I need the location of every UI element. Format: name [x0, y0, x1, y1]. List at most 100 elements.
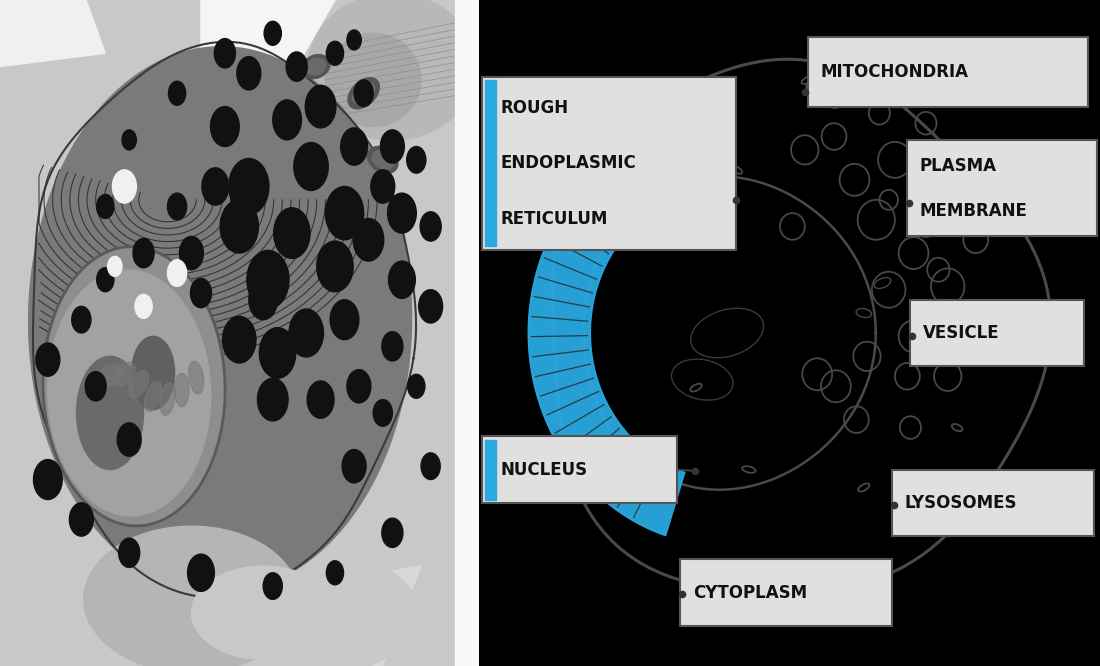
Circle shape	[346, 370, 371, 403]
Ellipse shape	[84, 526, 299, 666]
Text: PLASMA: PLASMA	[920, 157, 997, 174]
FancyBboxPatch shape	[911, 300, 1085, 366]
Circle shape	[408, 374, 425, 398]
Circle shape	[342, 450, 366, 483]
Circle shape	[69, 503, 94, 536]
Text: NUCLEUS: NUCLEUS	[500, 460, 587, 479]
Ellipse shape	[353, 83, 375, 104]
FancyBboxPatch shape	[681, 559, 892, 626]
Ellipse shape	[301, 55, 330, 79]
Circle shape	[407, 147, 426, 173]
Circle shape	[85, 372, 107, 401]
Circle shape	[286, 52, 307, 81]
Circle shape	[317, 241, 353, 292]
Circle shape	[327, 41, 343, 65]
Circle shape	[167, 260, 187, 286]
Circle shape	[263, 573, 283, 599]
Circle shape	[307, 381, 334, 418]
Circle shape	[236, 57, 261, 90]
FancyBboxPatch shape	[908, 140, 1097, 236]
Polygon shape	[528, 135, 685, 535]
Text: MITOCHONDRIA: MITOCHONDRIA	[821, 63, 968, 81]
Circle shape	[179, 236, 204, 270]
Circle shape	[97, 194, 114, 218]
Circle shape	[210, 107, 239, 147]
Circle shape	[294, 143, 328, 190]
Circle shape	[330, 300, 359, 340]
Ellipse shape	[309, 0, 476, 140]
Circle shape	[326, 186, 364, 240]
Circle shape	[222, 316, 256, 363]
Circle shape	[133, 238, 154, 268]
Circle shape	[202, 168, 229, 205]
Circle shape	[190, 278, 211, 308]
Circle shape	[346, 30, 361, 50]
Circle shape	[214, 39, 235, 68]
Circle shape	[274, 208, 310, 258]
Circle shape	[112, 170, 136, 203]
Text: VESICLE: VESICLE	[923, 324, 1000, 342]
Circle shape	[289, 309, 323, 357]
Circle shape	[420, 212, 441, 241]
Circle shape	[260, 328, 296, 378]
Circle shape	[306, 85, 336, 128]
Circle shape	[371, 170, 395, 203]
Circle shape	[354, 80, 373, 107]
Ellipse shape	[144, 381, 162, 412]
Circle shape	[167, 193, 187, 220]
Circle shape	[36, 343, 59, 376]
Circle shape	[97, 268, 114, 292]
Text: LYSOSOMES: LYSOSOMES	[904, 494, 1016, 512]
Ellipse shape	[372, 151, 394, 169]
Circle shape	[382, 518, 403, 547]
Ellipse shape	[84, 376, 108, 396]
Ellipse shape	[47, 270, 211, 516]
Circle shape	[257, 378, 288, 421]
Ellipse shape	[113, 362, 135, 386]
Polygon shape	[201, 0, 334, 80]
Circle shape	[273, 100, 301, 140]
Circle shape	[327, 561, 343, 585]
FancyBboxPatch shape	[482, 77, 736, 250]
Text: ENDOPLASMIC: ENDOPLASMIC	[500, 154, 636, 172]
Ellipse shape	[108, 539, 419, 666]
Circle shape	[264, 21, 282, 45]
Text: MEMBRANE: MEMBRANE	[920, 202, 1027, 220]
Polygon shape	[297, 566, 421, 666]
Circle shape	[122, 130, 136, 150]
Text: RETICULUM: RETICULUM	[500, 210, 607, 228]
Circle shape	[341, 128, 367, 165]
Ellipse shape	[367, 147, 398, 173]
Circle shape	[353, 218, 384, 261]
Circle shape	[188, 554, 214, 591]
Circle shape	[33, 460, 63, 500]
Circle shape	[249, 280, 277, 320]
Ellipse shape	[43, 246, 225, 526]
Circle shape	[108, 256, 122, 276]
Circle shape	[382, 332, 403, 361]
Circle shape	[419, 290, 442, 323]
Polygon shape	[0, 0, 106, 67]
Ellipse shape	[191, 566, 334, 659]
Ellipse shape	[188, 361, 204, 394]
Ellipse shape	[160, 383, 175, 416]
Ellipse shape	[98, 364, 122, 386]
FancyBboxPatch shape	[892, 470, 1093, 536]
Circle shape	[421, 453, 440, 480]
Text: ROUGH: ROUGH	[500, 99, 569, 117]
Ellipse shape	[348, 78, 380, 109]
Text: CYTOPLASM: CYTOPLASM	[693, 583, 807, 602]
Circle shape	[246, 250, 289, 309]
Circle shape	[168, 81, 186, 105]
Ellipse shape	[29, 47, 411, 593]
Bar	[485, 80, 496, 246]
Bar	[454, 0, 478, 666]
Ellipse shape	[132, 336, 175, 410]
Circle shape	[387, 193, 416, 233]
Circle shape	[381, 130, 405, 163]
Circle shape	[388, 261, 416, 298]
Ellipse shape	[306, 58, 326, 75]
Circle shape	[373, 400, 393, 426]
Circle shape	[118, 423, 141, 456]
Circle shape	[72, 306, 91, 333]
